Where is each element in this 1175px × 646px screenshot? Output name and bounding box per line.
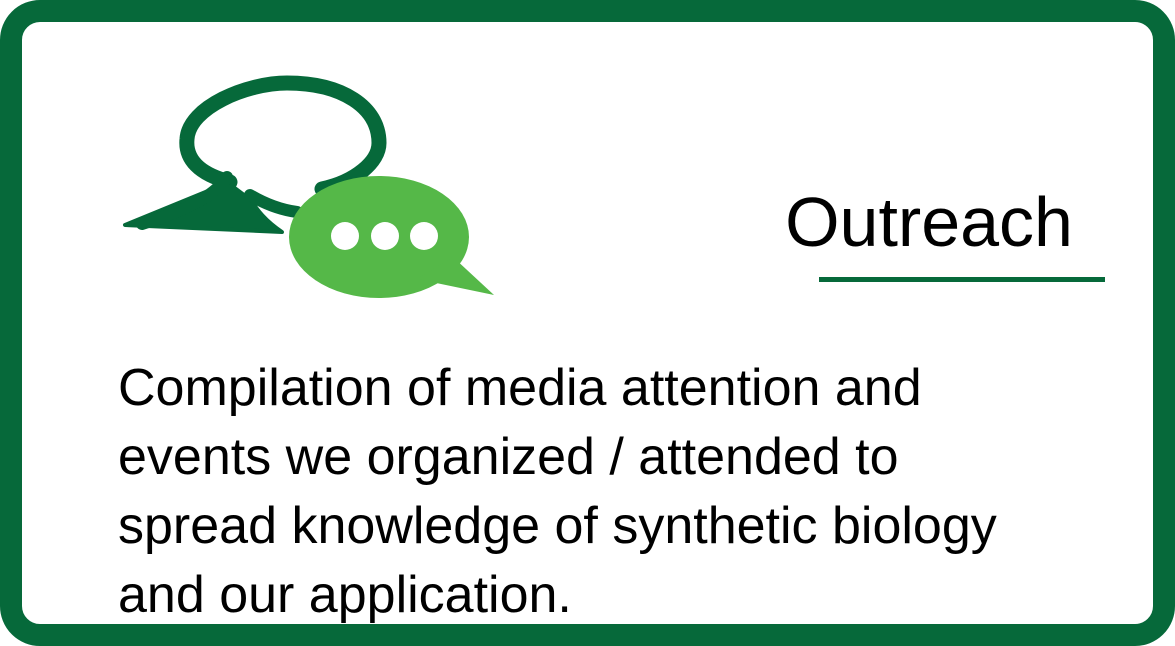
chat-bubbles-icon	[117, 67, 507, 307]
title-underline	[819, 277, 1105, 282]
card-description: Compilation of media attention and event…	[118, 359, 997, 624]
card-title: Outreach	[785, 183, 1073, 261]
